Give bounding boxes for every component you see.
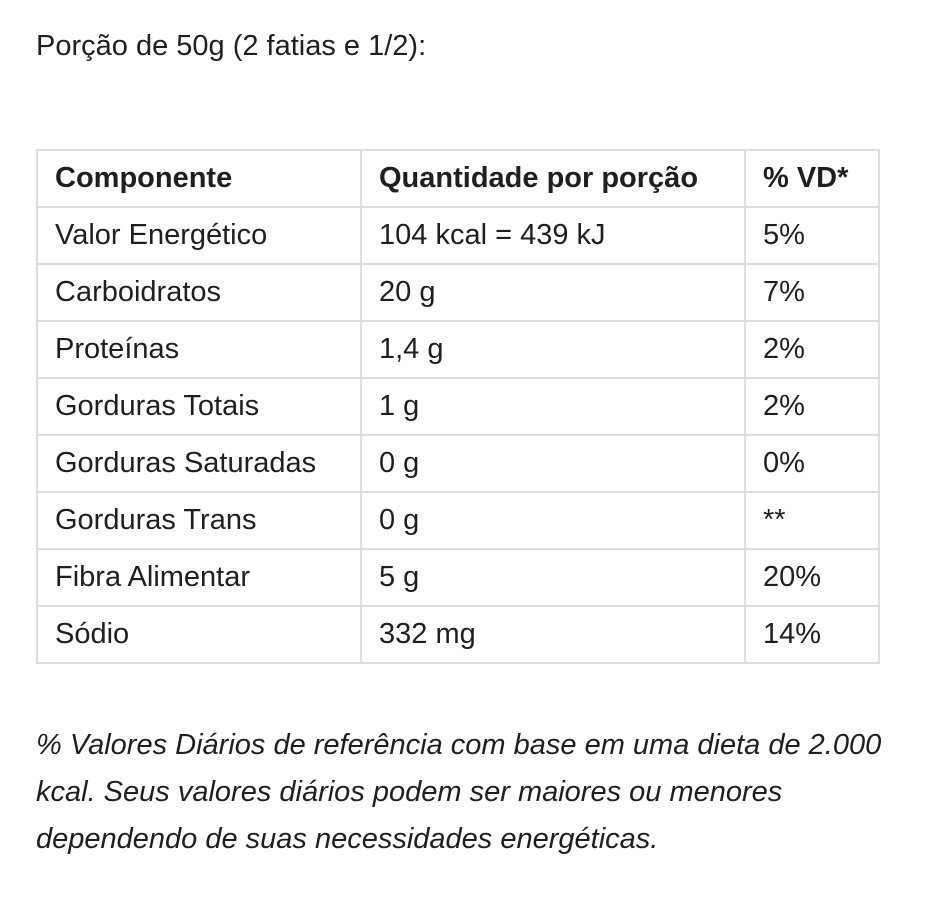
daily-value-cell: ** (744, 491, 880, 550)
component-cell: Sódio (36, 605, 362, 664)
quantity-cell: 1,4 g (360, 320, 746, 379)
table-row: Gorduras Trans 0 g ** (36, 491, 880, 550)
component-cell: Gorduras Trans (36, 491, 362, 550)
header-component: Componente (36, 149, 362, 208)
quantity-cell: 332 mg (360, 605, 746, 664)
quantity-cell: 104 kcal = 439 kJ (360, 206, 746, 265)
daily-value-cell: 2% (744, 320, 880, 379)
quantity-cell: 20 g (360, 263, 746, 322)
daily-value-cell: 14% (744, 605, 880, 664)
daily-value-cell: 20% (744, 548, 880, 607)
daily-value-cell: 5% (744, 206, 880, 265)
quantity-cell: 5 g (360, 548, 746, 607)
table-row: Gorduras Totais 1 g 2% (36, 377, 880, 436)
table-row: Valor Energético 104 kcal = 439 kJ 5% (36, 206, 880, 265)
component-cell: Valor Energético (36, 206, 362, 265)
component-cell: Carboidratos (36, 263, 362, 322)
component-cell: Proteínas (36, 320, 362, 379)
table-row: Carboidratos 20 g 7% (36, 263, 880, 322)
header-quantity: Quantidade por porção (360, 149, 746, 208)
header-daily-value: % VD* (744, 149, 880, 208)
component-cell: Gorduras Totais (36, 377, 362, 436)
table-header-row: Componente Quantidade por porção % VD* (36, 149, 880, 208)
daily-values-footnote: % Valores Diários de referência com base… (36, 729, 882, 855)
quantity-cell: 1 g (360, 377, 746, 436)
quantity-cell: 0 g (360, 434, 746, 493)
table-row: Gorduras Saturadas 0 g 0% (36, 434, 880, 493)
table-row: Fibra Alimentar 5 g 20% (36, 548, 880, 607)
daily-value-cell: 0% (744, 434, 880, 493)
component-cell: Fibra Alimentar (36, 548, 362, 607)
table-row: Proteínas 1,4 g 2% (36, 320, 880, 379)
daily-value-cell: 2% (744, 377, 880, 436)
nutrition-table: Componente Quantidade por porção % VD* V… (36, 149, 880, 664)
quantity-cell: 0 g (360, 491, 746, 550)
serving-size-text: Porção de 50g (2 fatias e 1/2): (36, 30, 427, 62)
component-cell: Gorduras Saturadas (36, 434, 362, 493)
table-row: Sódio 332 mg 14% (36, 605, 880, 664)
daily-value-cell: 7% (744, 263, 880, 322)
